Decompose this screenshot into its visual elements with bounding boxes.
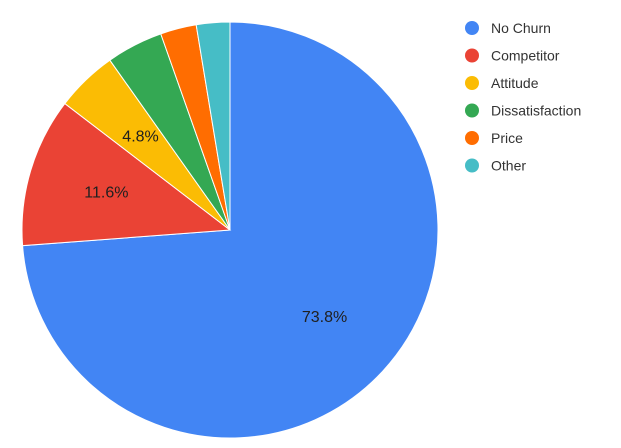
legend-marker-price [465, 131, 479, 145]
pie-slice-competitor [21, 102, 232, 247]
slice-data-label-attitude: 4.8% [122, 129, 158, 146]
legend-label-other: Other [491, 158, 526, 174]
legend-label-competitor: Competitor [491, 48, 560, 64]
legend-label-no-churn: No Churn [491, 20, 551, 36]
pie-slice-labels: 73.8% 11.6% 4.8% [84, 129, 347, 327]
legend-marker-other [465, 158, 479, 173]
legend-label-price: Price [491, 130, 523, 146]
pie-slices [21, 21, 439, 439]
legend-marker-attitude [465, 76, 479, 90]
pie-slice-other [195, 21, 231, 231]
slice-data-label-competitor: 11.6% [84, 185, 128, 202]
legend-marker-dissatisfaction [465, 103, 479, 118]
legend-label-dissatisfaction: Dissatisfaction [491, 103, 581, 119]
slice-data-label-no-churn: 73.8% [302, 309, 347, 326]
legend: No Churn Competitor Attitude Dissatisfactio… [465, 20, 581, 174]
legend-marker-competitor [465, 48, 479, 63]
legend-marker-no-churn [465, 21, 479, 35]
legend-label-attitude: Attitude [491, 75, 539, 91]
